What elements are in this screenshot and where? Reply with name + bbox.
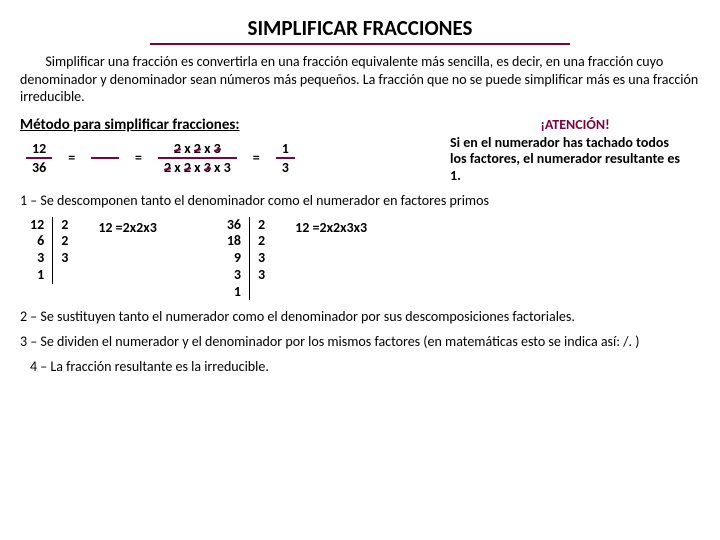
step3-text: 3 – Se dividen el numerador y el denomin…: [20, 333, 639, 350]
f36-r3: 3: [258, 267, 265, 284]
factor-table-12: 12 6 3 1 2 2 3: [30, 217, 68, 284]
expr-12: 12 =2x2x3: [98, 219, 157, 236]
f12-r2: 3: [61, 250, 68, 267]
f12-l0: 12: [30, 217, 44, 234]
step-2: 2 – Se sustituyen tanto el numerador com…: [20, 308, 700, 325]
expr36-label: 12 =: [295, 219, 319, 236]
intro-line1: Simplificar una fracción es convertirla …: [45, 53, 493, 70]
equals-sign: =: [68, 149, 75, 166]
f36-l3: 3: [227, 267, 241, 284]
fraction-blank1: [91, 140, 119, 176]
f36-l1: 18: [227, 233, 241, 250]
f36-r2: 3: [258, 250, 265, 267]
fraction-expanded: 2 x 2 x 3 2 x 2 x 3 x 3: [158, 140, 237, 176]
f36-l2: 9: [227, 250, 241, 267]
expr36-val: 2x2x3x3: [319, 219, 367, 236]
f36-l0: 36: [227, 217, 241, 234]
expr12-label: 12 =: [98, 219, 122, 236]
equals-sign: =: [253, 149, 260, 166]
f36-r0: 2: [258, 217, 265, 234]
step-3: 3 – Se dividen el numerador y el denomin…: [20, 333, 700, 350]
f12-l3: 1: [30, 267, 44, 284]
fraction-result: 1 3: [276, 140, 295, 176]
frac-res-den: 3: [276, 159, 295, 176]
equals-sign: =: [135, 149, 142, 166]
method-header: Método para simplificar fracciones:: [20, 116, 450, 134]
step-1: 1 – Se descomponen tanto el denominador …: [20, 192, 700, 209]
f36-l4: 1: [227, 284, 241, 301]
f12-l1: 6: [30, 233, 44, 250]
factor-table-36: 36 18 9 3 1 2 2 3 3: [227, 217, 265, 301]
frac-exp-num: 2 x 2 x 3: [168, 140, 227, 157]
expr12-val: 2x2x3: [123, 219, 157, 236]
f12-r0: 2: [61, 217, 68, 234]
side-note: Si en el numerador has tachado todos los…: [450, 135, 680, 185]
f12-l2: 3: [30, 250, 44, 267]
page-title: SIMPLIFICAR FRACCIONES: [150, 15, 570, 45]
f36-r1: 2: [258, 233, 265, 250]
frac-den: 36: [26, 159, 52, 176]
frac-exp-den: 2 x 2 x 3 x 3: [158, 159, 237, 176]
frac-res-num: 1: [276, 140, 295, 157]
frac-num: 12: [26, 140, 52, 157]
intro-text: Simplificar una fracción es convertirla …: [20, 53, 700, 106]
f12-r1: 2: [61, 233, 68, 250]
attention-label: ¡ATENCIÓN!: [450, 116, 700, 133]
fraction-original: 12 36: [26, 140, 52, 176]
equation-row: 12 36 = = 2 x 2 x 3 2 x 2 x 3 x 3 = 1 3: [20, 140, 450, 176]
expr-36: 12 =2x2x3x3: [295, 219, 367, 236]
factorization-row: 12 6 3 1 2 2 3 12 =2x2x3 36 18 9 3 1 2 2…: [30, 217, 700, 301]
step-4: 4 – La fracción resultante es la irreduc…: [20, 358, 700, 375]
